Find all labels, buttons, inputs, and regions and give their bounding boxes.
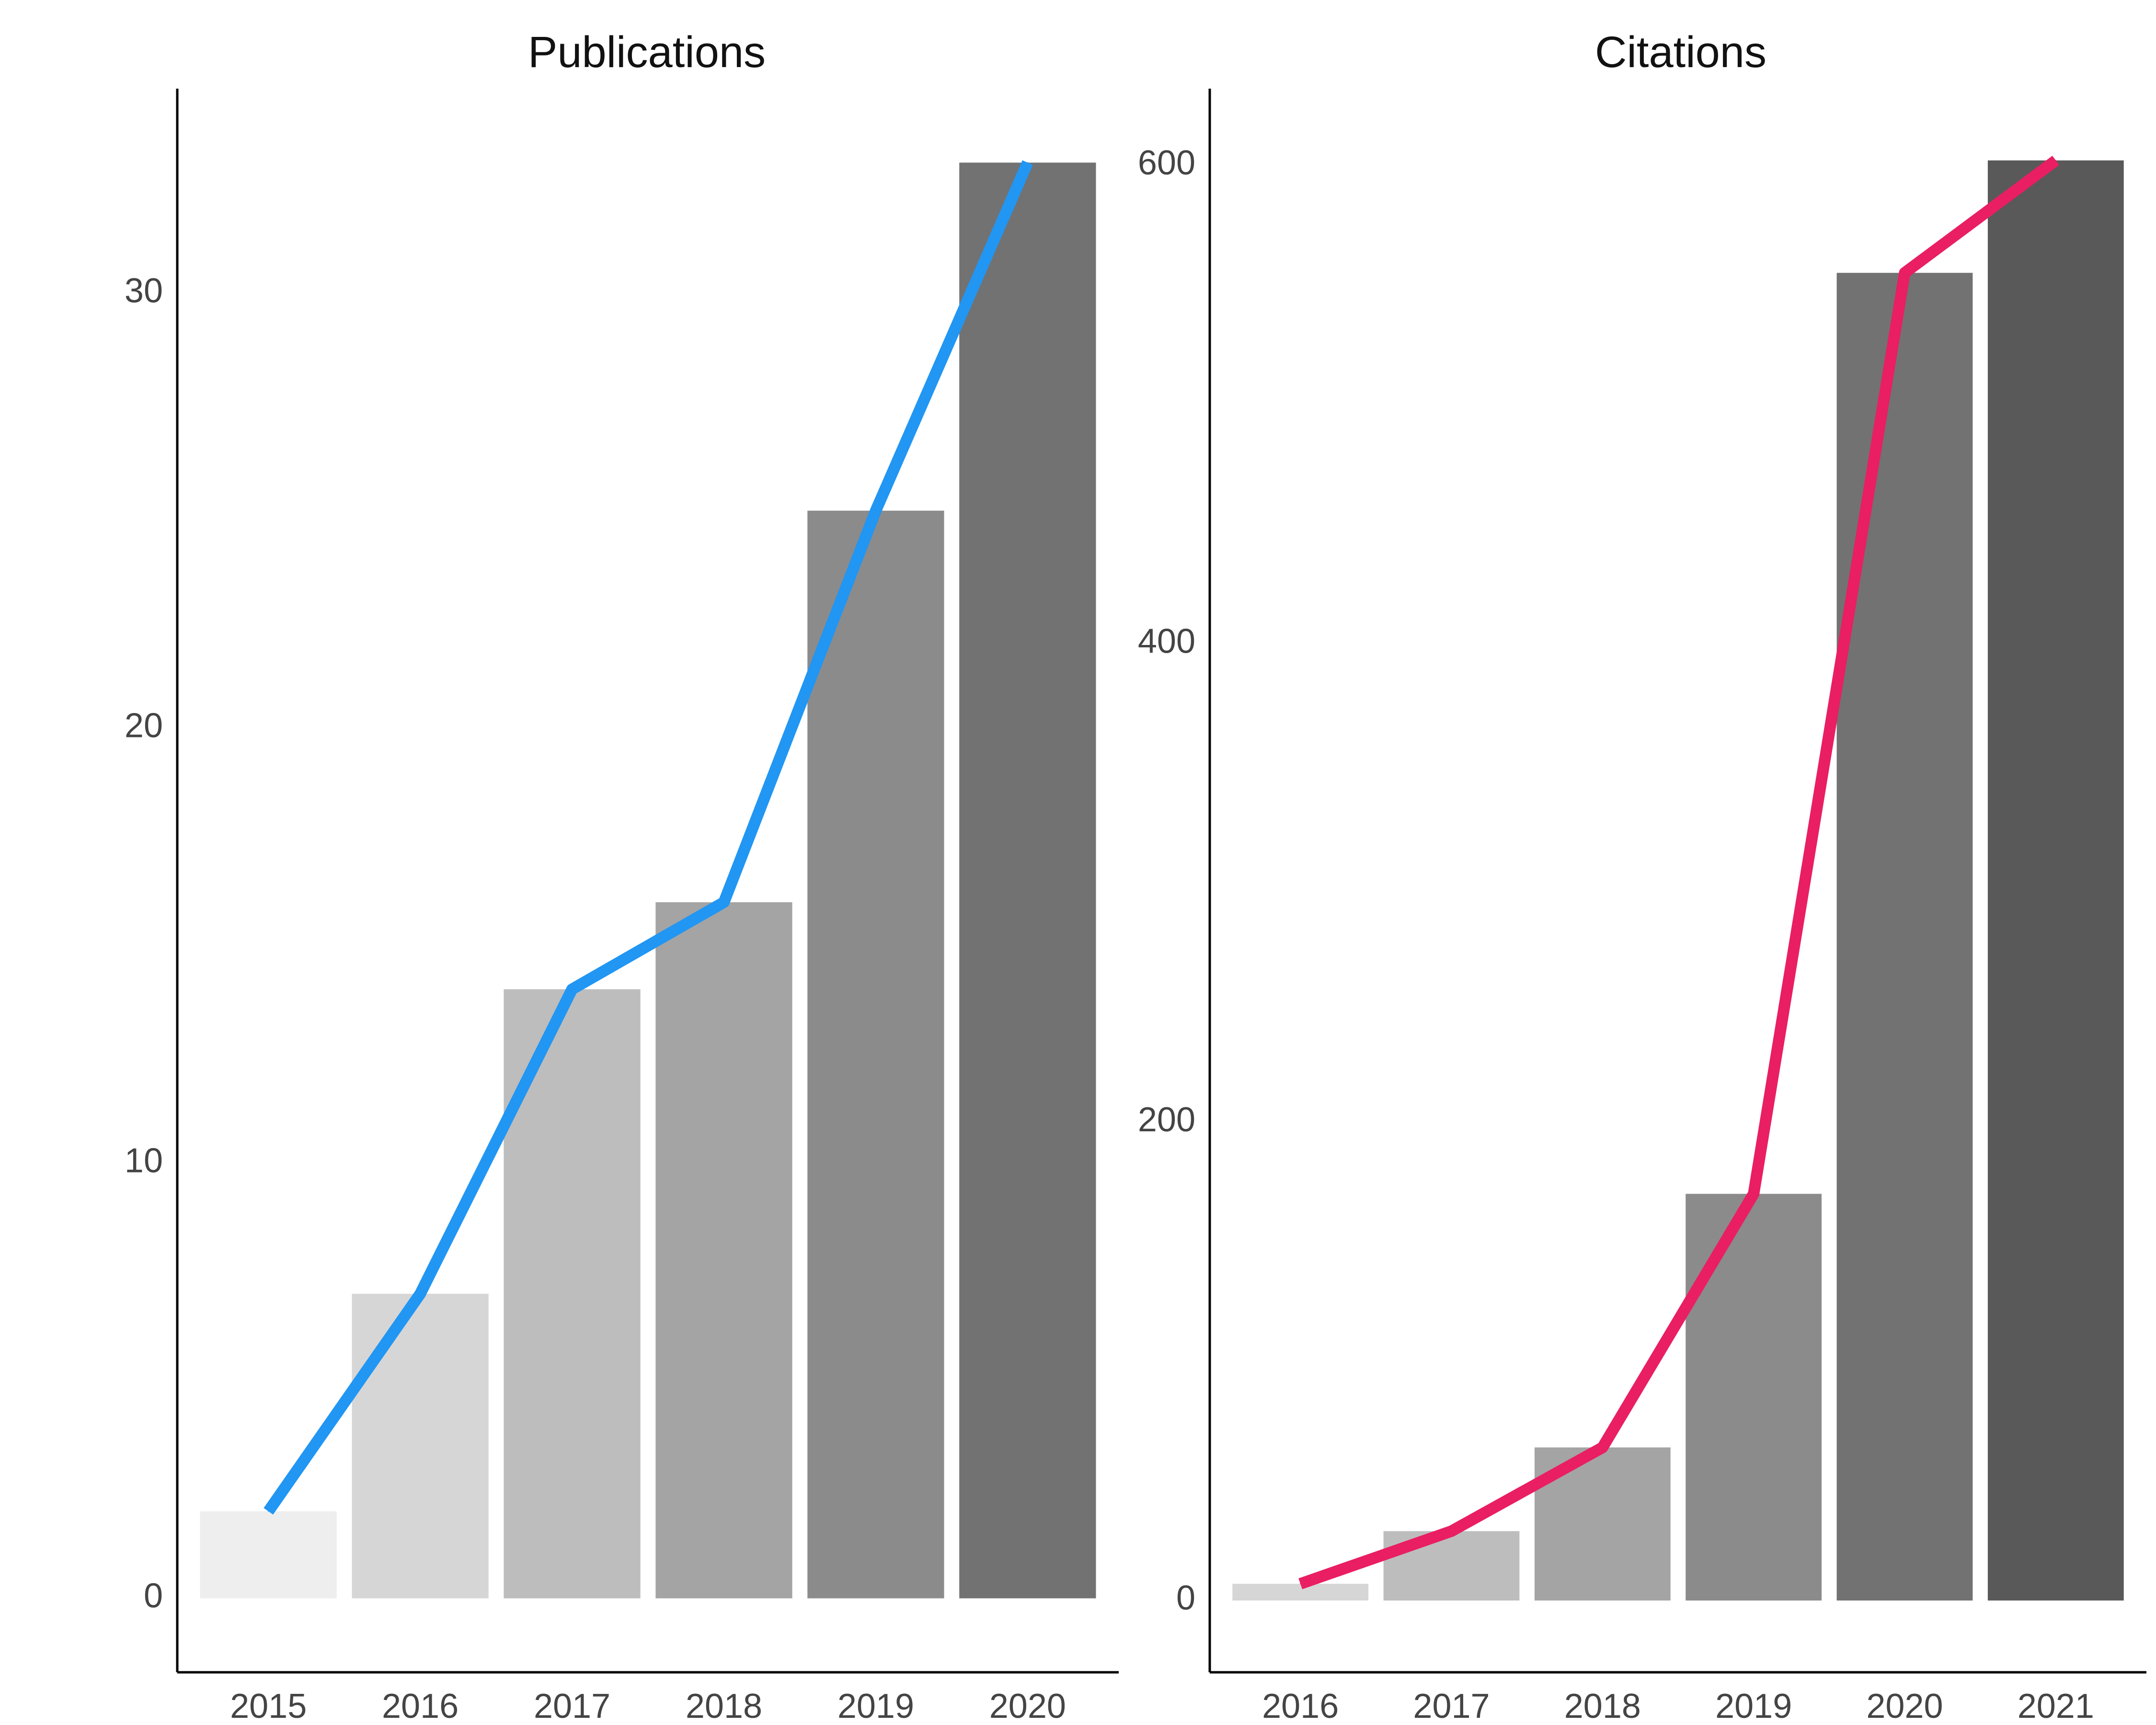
line-point-2018 bbox=[1602, 1447, 1603, 1448]
bar-2016 bbox=[1232, 1584, 1369, 1601]
line-point-2021 bbox=[2055, 160, 2056, 161]
bar-2019 bbox=[1686, 1194, 1822, 1601]
line-point-2019 bbox=[1753, 1193, 1755, 1195]
bar-2021 bbox=[1987, 160, 2124, 1601]
line-point-2015 bbox=[268, 1511, 269, 1512]
y-tick-label: 30 bbox=[125, 272, 163, 310]
y-tick-label: 0 bbox=[144, 1577, 163, 1615]
line-point-2016 bbox=[1300, 1583, 1301, 1585]
y-tick-label: 200 bbox=[1138, 1101, 1195, 1139]
line-point-2017 bbox=[1451, 1530, 1452, 1532]
x-tick-label: 2020 bbox=[1866, 1687, 1943, 1725]
x-tick-label: 2016 bbox=[382, 1687, 459, 1725]
x-tick-label: 2019 bbox=[1715, 1687, 1792, 1725]
bar-2015 bbox=[200, 1511, 337, 1598]
y-tick-label: 10 bbox=[125, 1142, 163, 1180]
bar-2020 bbox=[1836, 273, 1973, 1601]
chart-title: Citations bbox=[1595, 28, 1766, 77]
line-point-2020 bbox=[1904, 272, 1905, 274]
x-tick-label: 2017 bbox=[534, 1687, 610, 1725]
x-tick-label: 2021 bbox=[2018, 1687, 2094, 1725]
x-tick-label: 2019 bbox=[837, 1687, 914, 1725]
x-tick-label: 2015 bbox=[230, 1687, 307, 1725]
chart-title: Publications bbox=[528, 28, 766, 77]
line-point-2016 bbox=[420, 1293, 421, 1295]
trend-line bbox=[1298, 156, 2059, 1589]
bar-2019 bbox=[807, 510, 944, 1598]
trend-line bbox=[264, 160, 1033, 1515]
x-tick-label: 2016 bbox=[1262, 1687, 1339, 1725]
x-tick-label: 2018 bbox=[686, 1687, 762, 1725]
bar-2017 bbox=[1383, 1531, 1520, 1601]
x-tick-label: 2018 bbox=[1564, 1687, 1641, 1725]
x-tick-label: 2017 bbox=[1413, 1687, 1490, 1725]
y-tick-label: 20 bbox=[125, 707, 163, 745]
y-tick-label: 600 bbox=[1138, 144, 1195, 182]
chart-panel-2: Citations 0 200 400 600 2016 2017 2018 2019 2020 2… bbox=[1138, 28, 2146, 1725]
bar-2018 bbox=[655, 902, 792, 1598]
chart-panel-1: Publications 0 10 20 30 2015 2016 2017 2018 2019 2… bbox=[125, 28, 1119, 1725]
bar-2020 bbox=[959, 162, 1096, 1598]
line-point-2018 bbox=[723, 901, 724, 903]
line-point-2019 bbox=[875, 510, 876, 511]
y-tick-label: 400 bbox=[1138, 622, 1195, 660]
y-tick-label: 0 bbox=[1176, 1579, 1195, 1617]
line-point-2020 bbox=[1027, 162, 1028, 163]
x-tick-label: 2020 bbox=[989, 1687, 1066, 1725]
bar-2016 bbox=[352, 1294, 489, 1598]
